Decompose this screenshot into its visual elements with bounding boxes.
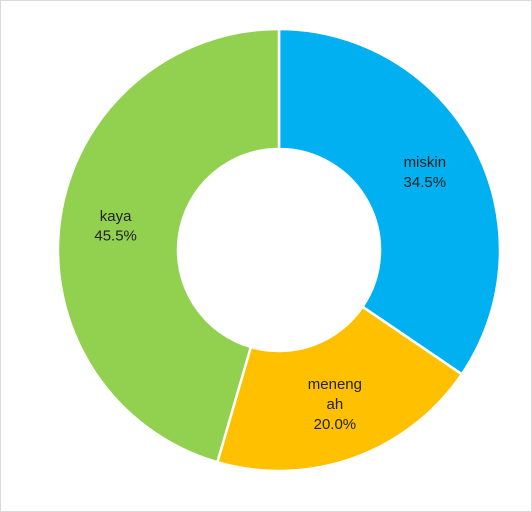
donut-slice	[215, 305, 464, 473]
label-line: ah	[327, 396, 344, 413]
label-line: meneng	[308, 376, 362, 393]
slice-value-label: 45.5%	[94, 228, 137, 245]
donut-slice	[56, 27, 281, 464]
slice-value-label: 34.5%	[404, 174, 447, 191]
slice-value-label: 20.0%	[314, 416, 357, 433]
donut-slice	[277, 27, 502, 376]
label-line: kaya	[100, 208, 132, 225]
label-line: miskin	[404, 154, 447, 171]
slice-category-label: miskin	[404, 154, 447, 171]
slice-category-label: kaya	[100, 208, 132, 225]
slice-category-label: meneng ah	[308, 376, 362, 413]
